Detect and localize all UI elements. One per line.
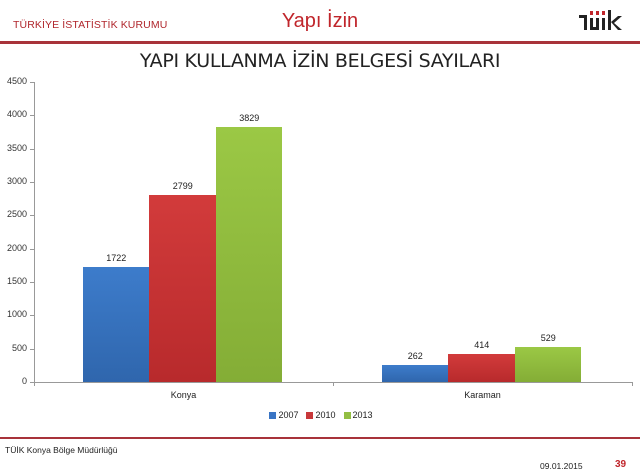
category-label: Karaman xyxy=(464,390,501,400)
y-tick-label: 4000 xyxy=(6,109,27,120)
section-title: Yapı İzin xyxy=(281,10,359,32)
bar-karaman-2007 xyxy=(381,364,449,382)
footer-organization: TÜİK Konya Bölge Müdürlüğü xyxy=(5,445,118,455)
legend-item-2013: 2013 xyxy=(343,410,373,420)
legend-label: 2013 xyxy=(352,410,373,420)
x-tick xyxy=(632,382,633,386)
footer-divider xyxy=(0,437,640,439)
x-tick xyxy=(34,382,35,386)
page-number: 39 xyxy=(615,459,627,470)
y-tick xyxy=(30,82,34,83)
tuik-logo-icon xyxy=(579,10,622,30)
y-tick-label: 3500 xyxy=(6,142,27,153)
y-tick xyxy=(30,348,34,350)
bar-konya-2007 xyxy=(82,267,150,382)
legend: 2007 2010 2013 xyxy=(0,410,640,420)
y-axis xyxy=(34,82,35,382)
category-label: Konya xyxy=(170,390,197,400)
data-label: 529 xyxy=(540,332,556,343)
y-tick xyxy=(30,382,34,383)
y-tick xyxy=(30,248,34,250)
y-tick xyxy=(30,315,34,317)
y-tick-label: 500 xyxy=(11,342,27,353)
legend-label: 2010 xyxy=(315,410,336,420)
header-organization: TÜRKİYE İSTATİSTİK KURUMU xyxy=(13,19,168,31)
data-label: 414 xyxy=(474,340,490,351)
y-tick-label: 2000 xyxy=(6,242,27,253)
y-tick-label: 3000 xyxy=(6,176,27,186)
legend-swatch-icon xyxy=(306,411,314,419)
data-label: 1722 xyxy=(106,253,127,264)
y-tick xyxy=(30,148,34,150)
y-tick xyxy=(30,115,34,117)
data-label: 3829 xyxy=(239,112,260,123)
data-label: 262 xyxy=(407,350,423,361)
header-divider xyxy=(0,41,640,44)
bar-konya-2013 xyxy=(215,126,283,382)
x-tick xyxy=(333,382,334,386)
chart-title: YAPI KULLANMA İZİN BELGESİ SAYILARI xyxy=(139,50,501,72)
y-tick-label: 1000 xyxy=(6,309,27,320)
bar-karaman-2010 xyxy=(448,354,515,382)
bar-konya-2010 xyxy=(149,195,216,382)
y-tick xyxy=(30,282,34,283)
footer-date: 09.01.2015 xyxy=(540,461,583,471)
data-label: 2799 xyxy=(172,181,193,192)
legend-item-2010: 2010 xyxy=(306,410,336,420)
y-tick xyxy=(30,215,34,217)
legend-swatch-icon xyxy=(269,411,277,419)
legend-label: 2007 xyxy=(278,410,299,420)
legend-swatch-icon xyxy=(343,411,351,419)
y-tick-label: 4500 xyxy=(6,76,27,86)
y-tick-label: 2500 xyxy=(6,209,27,220)
y-tick-label: 1500 xyxy=(6,276,27,286)
y-tick-label: 0 xyxy=(21,376,27,386)
bar-karaman-2013 xyxy=(514,346,582,382)
legend-item-2007: 2007 xyxy=(269,410,298,420)
y-tick xyxy=(30,182,34,183)
